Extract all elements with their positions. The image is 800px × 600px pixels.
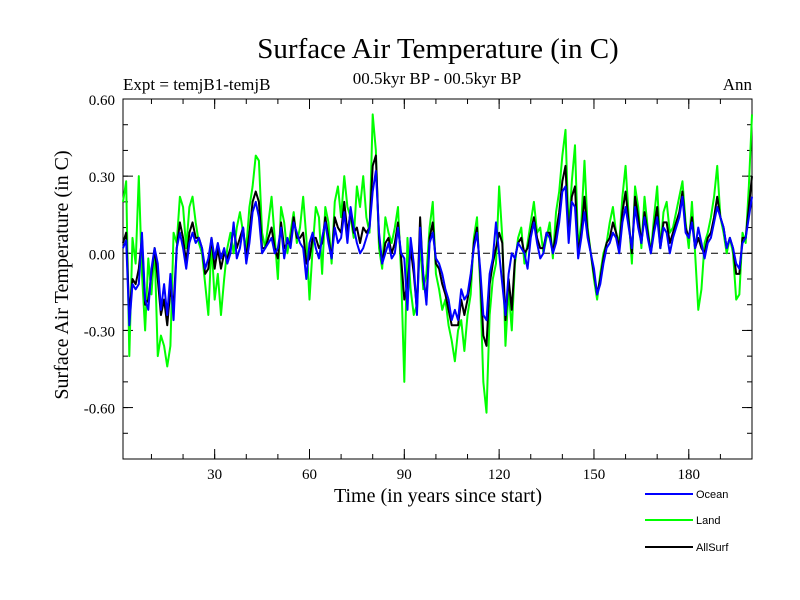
x-tick-label: 180	[678, 467, 701, 483]
x-axis-label: Time (in years since start)	[334, 485, 542, 507]
x-tick-label: 60	[302, 467, 317, 483]
period-label: 00.5kyr BP - 00.5kyr BP	[353, 69, 521, 88]
y-tick-label: 0.30	[89, 170, 115, 186]
x-tick-label: 120	[488, 467, 511, 483]
x-tick-label: 30	[207, 467, 222, 483]
legend-label-ocean: Ocean	[696, 489, 728, 501]
plot-area: 0.60 0.30 0.00 -0.30 -0.60 30 60 90 120 150 180	[84, 93, 753, 483]
series-line-land	[122, 113, 753, 414]
x-tick-label: 150	[583, 467, 606, 483]
legend-label-land: Land	[696, 515, 720, 527]
series-line-ocean	[122, 170, 753, 327]
legend-label-allsurf: AllSurf	[696, 542, 729, 554]
y-tick-label: -0.60	[84, 402, 115, 418]
y-tick-label: -0.30	[84, 324, 115, 340]
chart-title: Surface Air Temperature (in C)	[257, 33, 618, 65]
y-tick-label: 0.60	[89, 93, 115, 109]
y-tick-label: 0.00	[89, 247, 115, 263]
x-tick-label: 90	[397, 467, 412, 483]
experiment-label: Expt = temjB1-temjB	[123, 75, 270, 94]
y-axis-label: Surface Air Temperature (in C)	[51, 150, 73, 399]
legend: Ocean Land AllSurf	[645, 489, 729, 554]
series-line-allsurf	[122, 154, 753, 347]
season-label: Ann	[723, 75, 753, 94]
